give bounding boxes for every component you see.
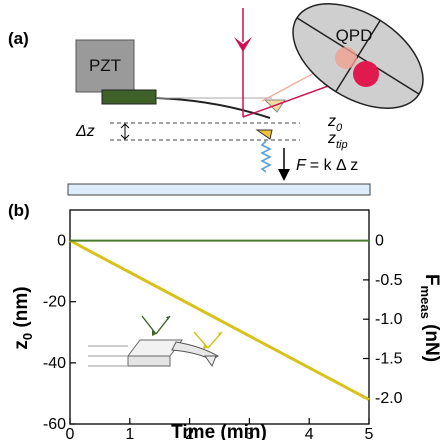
x-tick-label: 0 xyxy=(66,426,75,440)
panel-b: (b) 0 1 2 3 4 5 0 -20 -40 -60 0 -0.5 -1.0 -1.5 -2.0 xyxy=(8,201,440,440)
cantilever-beam xyxy=(155,97,271,119)
inset-arrow-in-green xyxy=(141,315,157,335)
x-tick-label: 2 xyxy=(185,426,194,440)
cantilever-base xyxy=(101,89,157,105)
inset-diagram xyxy=(88,315,223,368)
panel-a: (a) PZT Δz z0 ztip F = k Δ z xyxy=(8,3,424,196)
y2-tick-label: -1.5 xyxy=(375,351,403,368)
qpd xyxy=(292,3,424,109)
spring xyxy=(260,140,272,173)
y-tick-label: 0 xyxy=(57,233,66,250)
tip xyxy=(255,129,273,140)
y-tick-label: -60 xyxy=(43,416,66,433)
y2-axis: 0 -0.5 -1.0 -1.5 -2.0 xyxy=(363,233,403,407)
pzt-label: PZT xyxy=(89,56,121,75)
x-axis-label: Time (min) xyxy=(171,422,267,440)
x-axis: 0 1 2 3 4 5 xyxy=(66,418,374,440)
y-axis-label: z0 (nm) xyxy=(11,286,35,349)
x-tick-label: 4 xyxy=(305,426,314,440)
panel-b-label: (b) xyxy=(8,201,30,220)
inset-arrow-in-yellow xyxy=(193,331,209,349)
panel-a-label: (a) xyxy=(8,29,29,48)
y2-tick-label: 0 xyxy=(375,233,384,250)
y2-axis-label: Fmeas (nN) xyxy=(418,274,440,362)
substrate xyxy=(67,183,371,196)
x-tick-label: 3 xyxy=(245,426,254,440)
y2-tick-label: -1.0 xyxy=(375,311,403,328)
y-tick-label: -20 xyxy=(43,294,66,311)
pzt-block xyxy=(75,39,135,93)
dz-label: Δz xyxy=(75,123,95,140)
z0-label: z0 xyxy=(327,113,343,134)
force-equation: F = k Δ z xyxy=(296,157,358,174)
y-axis: 0 -20 -40 -60 xyxy=(43,233,76,433)
ztip-label: ztip xyxy=(327,130,348,151)
y2-tick-label: -2.0 xyxy=(375,390,403,407)
series-layer xyxy=(69,239,370,401)
spot xyxy=(353,61,379,87)
y-tick-label: -40 xyxy=(43,355,66,372)
spot-reference xyxy=(335,47,357,69)
series-line-1 xyxy=(69,239,370,401)
plot-frame xyxy=(69,209,370,425)
y2-tick-label: -0.5 xyxy=(375,272,403,289)
x-tick-label: 1 xyxy=(125,426,134,440)
qpd-label: QPD xyxy=(336,26,373,45)
x-tick-label: 5 xyxy=(365,426,374,440)
